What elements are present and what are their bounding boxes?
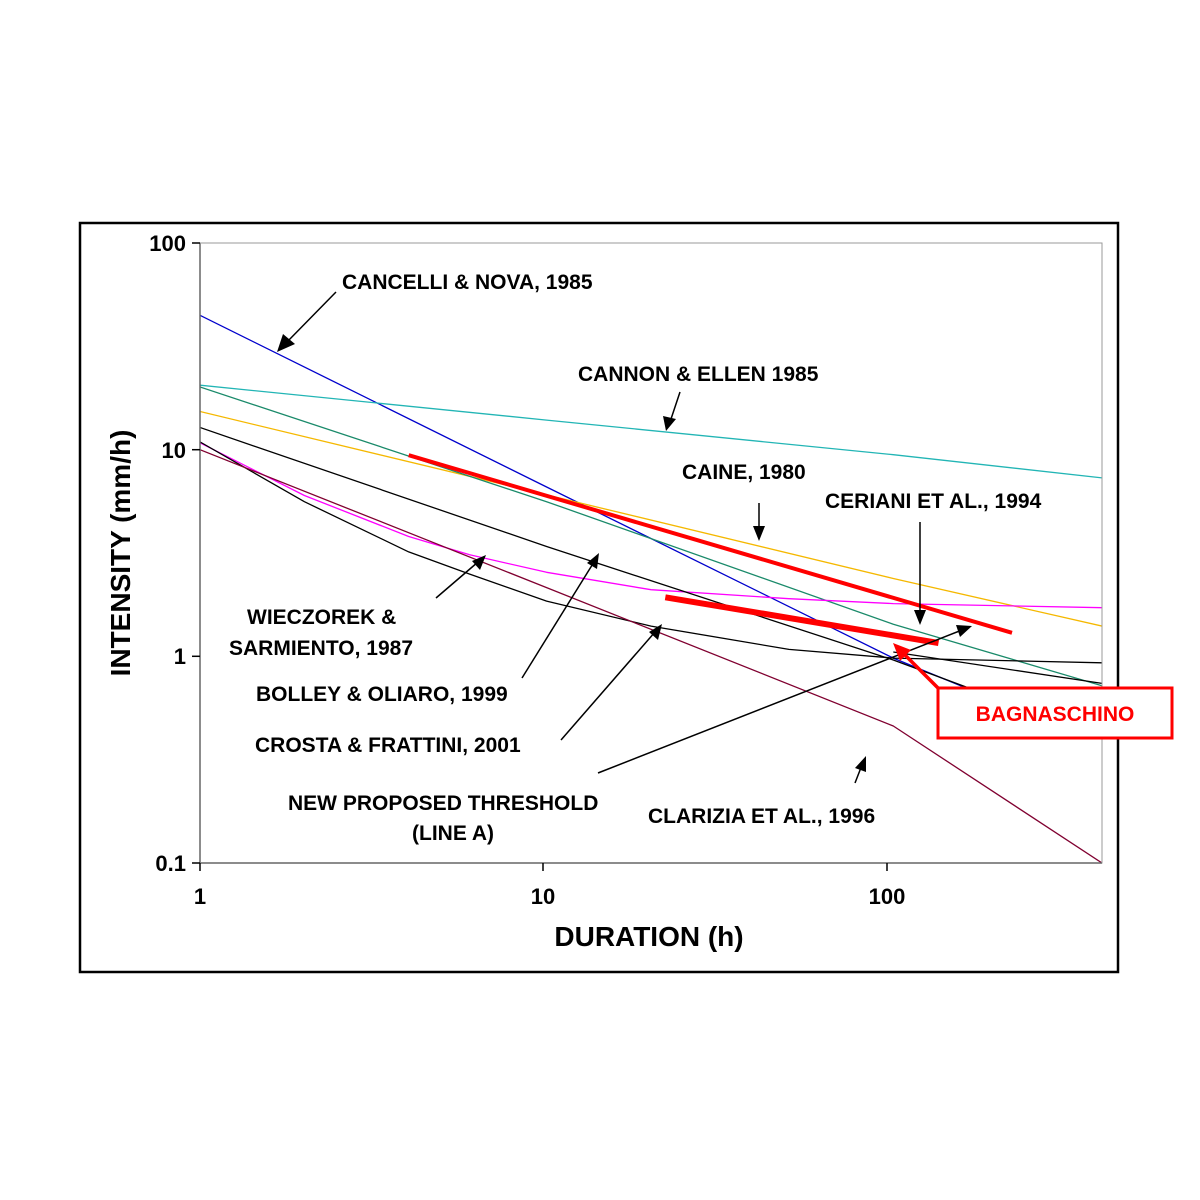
- arrowhead-icon: [956, 625, 972, 637]
- leader-line: [669, 391, 681, 423]
- y-tick-label: 0.1: [155, 851, 186, 876]
- series-line-cannon-ellen-1985-1: [200, 384, 1102, 479]
- x-tick-label: 10: [531, 884, 555, 909]
- arrowhead-icon: [855, 756, 866, 772]
- callout-box: [936, 686, 1174, 740]
- callout-leader-line: [900, 650, 940, 690]
- series-line-wieczorek-sarmiento-1987-4: [200, 442, 1102, 609]
- leader-line: [560, 631, 656, 741]
- arrowhead-icon: [587, 553, 599, 569]
- arrowhead-icon: [472, 555, 486, 570]
- x-axis-title: DURATION (h): [554, 921, 743, 952]
- annotation-cannon-ellen: CANNON & ELLEN 1985: [578, 363, 819, 386]
- annotation-new-threshold-line2: (LINE A): [412, 822, 494, 845]
- series-line-crosta-frattini-2001-6: [200, 441, 1102, 664]
- y-tick-label: 10: [162, 438, 186, 463]
- series-line-clarizia-et-al-1996-8: [200, 449, 1102, 863]
- chart-frame: [78, 221, 1120, 974]
- series-line-bagnaschino-10: [664, 594, 939, 646]
- y-axis-title: INTENSITY (mm/h): [105, 430, 136, 677]
- series-line-bolley-oliaro-1999-5: [200, 426, 974, 691]
- annotation-new-threshold-line1: NEW PROPOSED THRESHOLD: [288, 792, 598, 815]
- annotation-wieczorek-line2: SARMIENTO, 1987: [229, 637, 413, 660]
- annotations: CANCELLI & NOVA, 1985 CANNON & ELLEN 198…: [229, 271, 1042, 845]
- y-tick-label: 1: [174, 644, 186, 669]
- annotation-caine: CAINE, 1980: [682, 461, 806, 484]
- x-tick-label: 100: [869, 884, 906, 909]
- plot-area-border: [199, 242, 1103, 864]
- series-layer: [200, 314, 1102, 863]
- arrowhead-icon: [663, 416, 676, 431]
- annotation-bolley-oliaro: BOLLEY & OLIARO, 1999: [256, 683, 508, 706]
- bagnaschino-callout: BAGNASCHINO: [893, 643, 1174, 740]
- leader-line: [521, 561, 595, 679]
- series-line-bagnaschino-9: [408, 453, 1013, 635]
- series-line-caine-1980-2: [200, 410, 1102, 627]
- arrowhead-icon: [277, 334, 295, 352]
- arrowhead-icon: [753, 526, 765, 541]
- annotation-crosta-frattini: CROSTA & FRATTINI, 2001: [255, 734, 521, 757]
- arrowhead-icon: [649, 624, 662, 640]
- leader-line: [285, 291, 337, 344]
- series-line-ceriani-et-al-1994-3: [200, 386, 1102, 687]
- callout-arrowhead-icon: [893, 643, 911, 661]
- arrowhead-icon: [914, 610, 926, 625]
- annotation-clarizia: CLARIZIA ET AL., 1996: [648, 805, 875, 828]
- callout-label: BAGNASCHINO: [976, 703, 1135, 726]
- annotation-ceriani: CERIANI ET AL., 1994: [825, 490, 1042, 513]
- annotation-wieczorek-line1: WIECZOREK &: [247, 606, 396, 629]
- leader-line: [435, 561, 479, 599]
- annotation-cancelli-nova: CANCELLI & NOVA, 1985: [342, 271, 593, 294]
- axes: 100 10 1 0.1 1 10 100 DURATION (h) INTEN…: [105, 231, 1103, 952]
- x-tick-label: 1: [194, 884, 206, 909]
- y-tick-label: 100: [149, 231, 186, 256]
- series-line-new-proposed-threshold-line-a-7: [893, 651, 1102, 685]
